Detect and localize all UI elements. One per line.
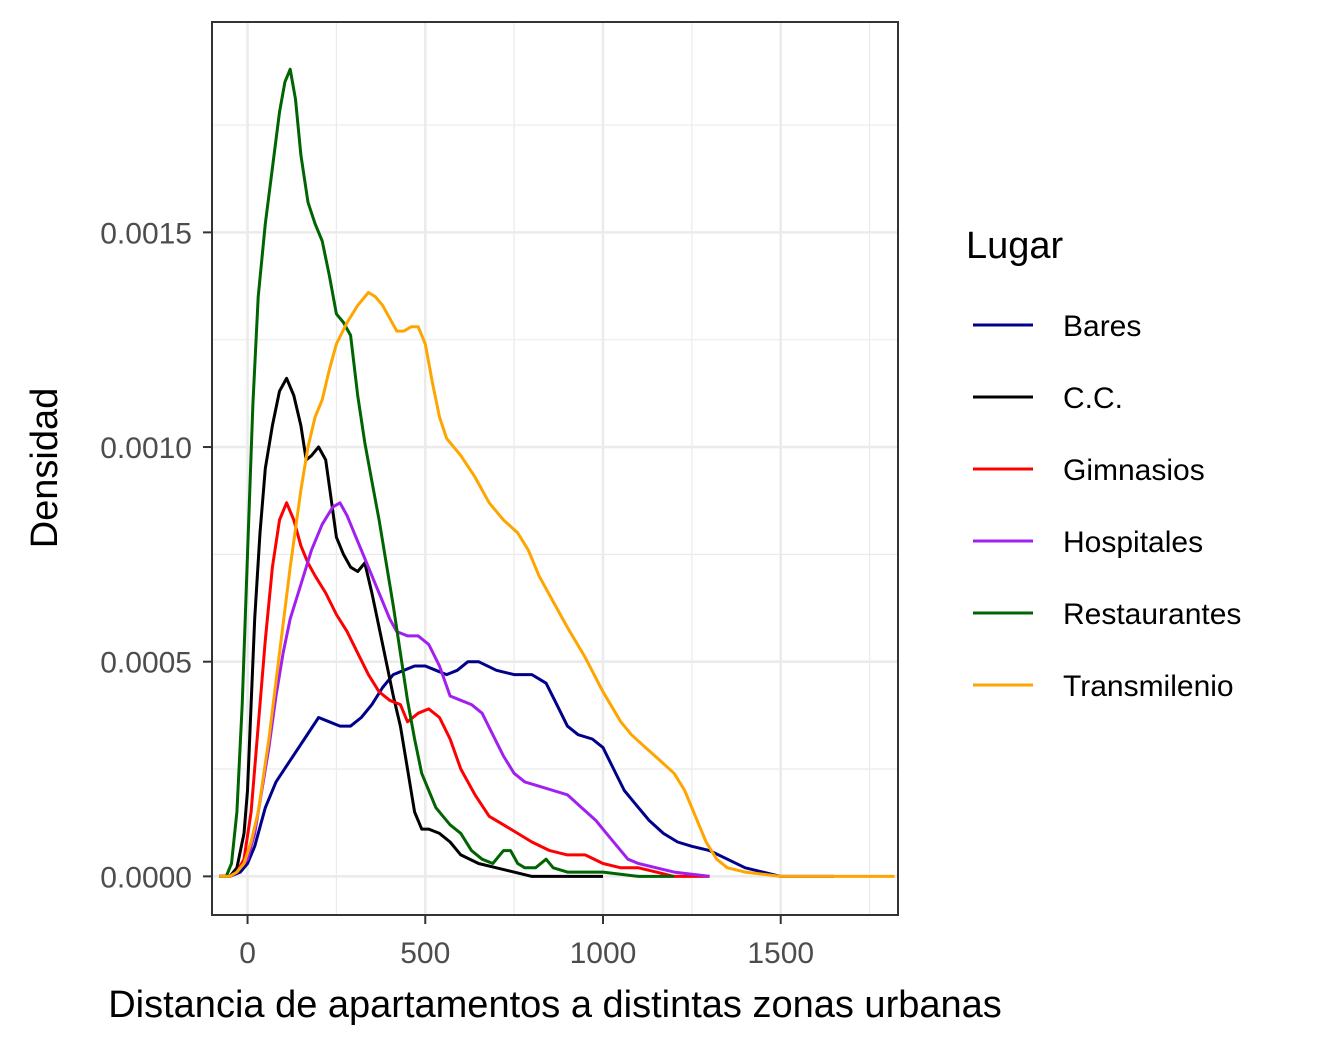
series-line-5	[219, 291, 895, 878]
plot-panel-border	[211, 21, 899, 916]
density-lines	[219, 67, 895, 878]
series-line-2	[219, 501, 710, 878]
series-line-0	[219, 660, 834, 878]
x-tick-label: 1000	[570, 937, 637, 970]
legend-label-0: Bares	[1063, 310, 1141, 343]
y-tick-label: 0.0000	[100, 861, 192, 894]
x-tick-label: 0	[239, 937, 256, 970]
legend-label-5: Transmilenio	[1063, 670, 1234, 703]
y-axis-title: Densidad	[24, 388, 66, 549]
x-axis-title: Distancia de apartamentos a distintas zo…	[108, 984, 1002, 1026]
y-tick-label: 0.0010	[100, 432, 192, 465]
plot-panel-background	[212, 22, 898, 915]
x-tick-label: 1500	[747, 937, 814, 970]
y-tick-label: 0.0015	[100, 217, 192, 250]
minor-gridlines	[212, 22, 898, 915]
legend: Lugar Bares C.C. Gimnasios Hospitales Restau…	[966, 225, 1241, 703]
y-tick-label: 0.0005	[100, 647, 192, 680]
legend-label-2: Gimnasios	[1063, 454, 1205, 487]
series-line-3	[219, 501, 710, 878]
series-line-1	[219, 376, 603, 878]
x-tick-label: 500	[400, 937, 450, 970]
y-axis-ticks: 0.0000 0.0005 0.0010 0.0015	[100, 217, 212, 894]
legend-title: Lugar	[966, 225, 1064, 267]
series-line-4	[219, 67, 675, 878]
legend-label-1: C.C.	[1063, 382, 1123, 415]
x-axis-ticks: 0 500 1000 1500	[239, 915, 814, 970]
major-gridlines	[212, 22, 898, 915]
legend-label-4: Restaurantes	[1063, 598, 1241, 631]
legend-label-3: Hospitales	[1063, 526, 1203, 559]
